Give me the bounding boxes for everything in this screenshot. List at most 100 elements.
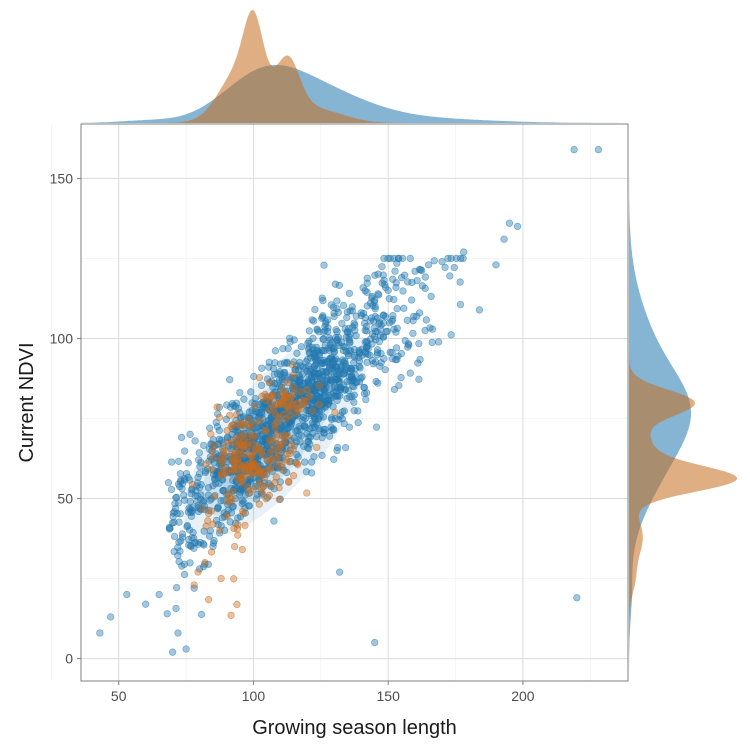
orange-point bbox=[207, 548, 216, 556]
blue-point bbox=[324, 324, 332, 332]
blue-point bbox=[340, 407, 348, 415]
blue-point bbox=[290, 336, 298, 344]
orange-point bbox=[259, 482, 268, 491]
blue-point bbox=[374, 346, 382, 354]
blue-point bbox=[304, 339, 312, 347]
orange-point bbox=[219, 447, 227, 456]
blue-point bbox=[308, 419, 317, 427]
orange-point bbox=[194, 568, 202, 576]
blue-point bbox=[333, 396, 341, 405]
orange-point bbox=[276, 398, 285, 407]
blue-point bbox=[389, 275, 397, 283]
blue-point bbox=[301, 458, 309, 466]
blue-point bbox=[371, 638, 379, 647]
blue-point bbox=[392, 283, 400, 292]
blue-point bbox=[206, 527, 214, 535]
blue-point bbox=[363, 358, 371, 367]
orange-point bbox=[263, 456, 271, 464]
orange-point bbox=[223, 489, 231, 498]
orange-point bbox=[227, 611, 235, 619]
blue-point bbox=[395, 381, 403, 390]
orange-point bbox=[232, 434, 240, 442]
blue-point bbox=[348, 307, 356, 315]
blue-point bbox=[418, 282, 427, 290]
blue-point bbox=[381, 366, 389, 374]
blue-point bbox=[345, 423, 354, 431]
blue-point bbox=[310, 317, 318, 325]
blue-point bbox=[330, 455, 338, 464]
orange-point bbox=[303, 489, 311, 497]
right-marginal-density bbox=[629, 124, 737, 681]
blue-point bbox=[336, 385, 345, 393]
blue-point bbox=[324, 316, 332, 324]
orange-point bbox=[213, 403, 221, 411]
blue-point bbox=[573, 594, 581, 602]
blue-point bbox=[397, 373, 405, 382]
orange-point bbox=[289, 472, 298, 480]
blue-point bbox=[258, 364, 266, 372]
blue-point bbox=[307, 374, 315, 382]
orange-point bbox=[265, 379, 274, 387]
blue-point bbox=[181, 447, 189, 455]
plot-panel bbox=[81, 124, 628, 681]
blue-point bbox=[421, 326, 429, 335]
blue-point bbox=[215, 426, 223, 435]
blue-point bbox=[106, 613, 115, 621]
blue-point bbox=[304, 437, 312, 446]
blue-point bbox=[346, 307, 354, 315]
blue-point bbox=[142, 600, 150, 608]
blue-point bbox=[195, 470, 204, 478]
plot-border bbox=[80, 123, 629, 682]
blue-point bbox=[334, 341, 343, 349]
blue-point bbox=[205, 424, 214, 432]
orange-point bbox=[265, 406, 274, 415]
blue-point bbox=[379, 271, 387, 279]
blue-point bbox=[223, 401, 231, 409]
blue-point bbox=[285, 373, 293, 381]
blue-point bbox=[339, 370, 348, 378]
blue-point bbox=[276, 368, 284, 376]
blue-point bbox=[446, 272, 454, 280]
blue-point bbox=[403, 316, 411, 324]
blue-point bbox=[319, 297, 327, 305]
blue-point bbox=[286, 334, 294, 342]
orange-point bbox=[226, 411, 234, 420]
blue-point bbox=[190, 539, 199, 547]
orange-point bbox=[297, 388, 305, 396]
blue-point bbox=[213, 423, 221, 431]
blue-point bbox=[363, 302, 371, 310]
blue-point bbox=[186, 559, 194, 567]
blue-point bbox=[370, 333, 379, 341]
blue-point bbox=[447, 254, 455, 263]
blue-point bbox=[270, 370, 278, 379]
blue-point bbox=[174, 551, 182, 560]
blue-point bbox=[172, 583, 181, 592]
orange-point bbox=[278, 432, 287, 440]
blue-point bbox=[311, 305, 319, 314]
blue-point bbox=[210, 536, 218, 545]
orange-point bbox=[275, 484, 283, 492]
blue-point bbox=[177, 433, 186, 442]
orange-point bbox=[282, 456, 291, 464]
orange-point bbox=[236, 446, 244, 455]
blue-point bbox=[320, 429, 328, 437]
blue-point bbox=[355, 357, 364, 365]
blue-point bbox=[428, 338, 436, 347]
blue-point bbox=[299, 413, 308, 421]
x-tick-label: 200 bbox=[511, 688, 535, 704]
blue-point bbox=[320, 328, 328, 336]
blue-point bbox=[163, 610, 171, 618]
blue-point bbox=[352, 312, 360, 320]
blue-point bbox=[251, 412, 260, 421]
blue-point bbox=[319, 413, 327, 421]
x-axis-ticks: 50 100 150 200 bbox=[111, 681, 535, 704]
orange-point bbox=[279, 466, 287, 474]
blue-point bbox=[197, 491, 205, 499]
orange-point bbox=[265, 491, 273, 499]
blue-point bbox=[415, 339, 423, 348]
blue-point bbox=[373, 349, 382, 357]
blue-point bbox=[328, 358, 336, 366]
x-tick-label: 100 bbox=[242, 688, 266, 704]
orange-point bbox=[285, 405, 293, 414]
